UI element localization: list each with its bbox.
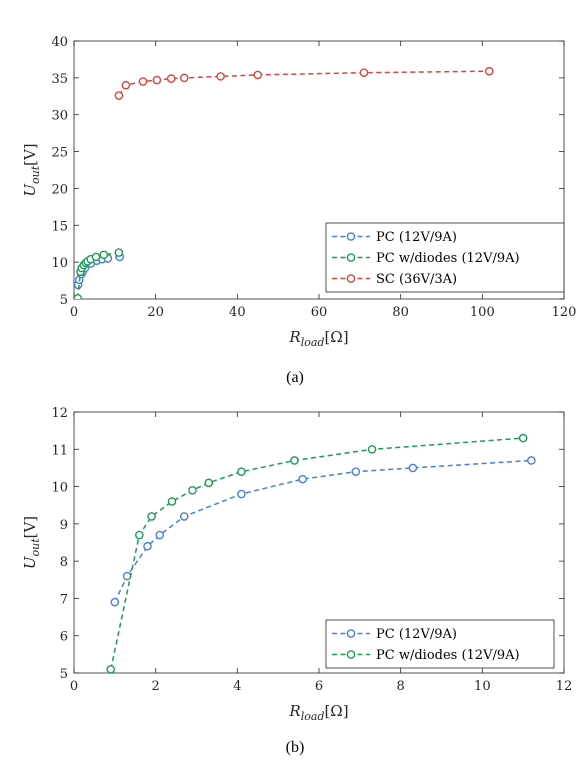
data-point <box>484 66 494 76</box>
legend-marker <box>346 274 356 283</box>
data-point <box>298 474 307 484</box>
data-point <box>216 72 225 81</box>
x-tick-label: 12 <box>556 679 573 694</box>
data-point <box>408 463 418 473</box>
data-point <box>91 252 101 262</box>
y-tick-label: 40 <box>51 35 68 50</box>
x-axis-label: Rload[Ω] <box>288 328 348 349</box>
y-tick-label: 35 <box>51 72 68 87</box>
series-line <box>118 70 490 96</box>
data-point <box>527 456 536 465</box>
legend: PC (12V/9A) PC w/diodes (12V/9A) SC (36V/3… <box>325 222 565 293</box>
legend-box <box>325 222 565 293</box>
y-axis-label: Uout[V] <box>21 516 42 569</box>
data-point <box>167 497 177 506</box>
data-point <box>106 664 116 673</box>
data-point <box>110 597 120 607</box>
data-point <box>114 91 124 100</box>
x-tick-label: 2 <box>152 679 160 694</box>
legend-marker <box>346 253 356 262</box>
legend-box <box>325 619 555 669</box>
legend-label: PC w/diodes (12V/9A) <box>376 251 520 266</box>
panel-caption: (b) <box>286 739 305 756</box>
y-tick-label: 6 <box>60 630 68 645</box>
data-point <box>114 248 124 257</box>
x-tick-label: 0 <box>70 679 78 694</box>
y-tick-label: 12 <box>51 406 68 421</box>
data-point <box>188 485 197 495</box>
data-point <box>74 293 82 299</box>
chart-panel-a: 0 20 40 60 80 100 120 5 10 15 20 25 30 35 40 Rload[Ω] Uo… <box>21 35 576 386</box>
x-tick-label: 6 <box>315 679 323 694</box>
y-tick-label: 15 <box>51 219 68 234</box>
data-point <box>135 530 144 540</box>
y-tick-label: 25 <box>51 146 68 161</box>
data-point <box>143 541 152 551</box>
data-point <box>166 74 176 83</box>
data-point <box>122 571 132 581</box>
data-point <box>253 70 263 80</box>
data-point <box>237 467 246 476</box>
x-tick-label: 0 <box>70 305 78 320</box>
series-0 <box>110 456 536 607</box>
data-point <box>121 80 131 90</box>
legend-label: PC w/diodes (12V/9A) <box>376 648 520 663</box>
y-tick-label: 10 <box>51 256 68 271</box>
data-point <box>179 512 189 521</box>
data-point <box>367 444 377 454</box>
data-point <box>359 68 369 77</box>
data-point <box>147 512 156 521</box>
panel-caption: (a) <box>286 369 304 386</box>
y-axis-label: Uout[V] <box>21 143 42 196</box>
y-tick-label: 11 <box>51 443 68 458</box>
x-tick-label: 100 <box>470 305 495 320</box>
data-point <box>152 75 162 85</box>
data-point <box>138 77 148 86</box>
data-point <box>290 456 299 465</box>
data-point <box>155 530 165 540</box>
legend-label: PC (12V/9A) <box>376 627 457 642</box>
data-point <box>179 73 189 83</box>
x-axis-label: Rload[Ω] <box>288 702 348 723</box>
x-tick-label: 4 <box>233 679 241 694</box>
series-line <box>110 437 524 670</box>
y-tick-label: 30 <box>51 109 68 124</box>
legend-marker <box>346 629 356 638</box>
x-tick-label: 8 <box>397 679 405 694</box>
data-point <box>518 433 528 443</box>
legend: PC (12V/9A) PC w/diodes (12V/9A) <box>325 619 555 669</box>
data-point <box>204 478 214 488</box>
series-line <box>114 459 532 603</box>
series-1 <box>106 433 528 673</box>
y-tick-label: 7 <box>60 592 68 607</box>
y-tick-label: 8 <box>60 555 68 570</box>
x-tick-label: 120 <box>552 305 576 320</box>
y-tick-label: 10 <box>51 481 68 496</box>
x-tick-label: 60 <box>311 305 328 320</box>
x-tick-label: 80 <box>392 305 409 320</box>
legend-label: PC (12V/9A) <box>376 230 457 245</box>
y-tick-label: 5 <box>60 667 68 682</box>
data-point <box>351 467 361 476</box>
legend-marker <box>346 650 356 659</box>
x-tick-label: 40 <box>229 305 246 320</box>
legend-label: SC (36V/3A) <box>376 272 457 287</box>
data-point <box>237 489 246 499</box>
y-tick-label: 5 <box>60 293 68 308</box>
x-tick-label: 20 <box>147 305 164 320</box>
x-tick-label: 10 <box>474 679 491 694</box>
series-2 <box>114 66 494 100</box>
series-1 <box>74 248 124 299</box>
data-point <box>99 250 109 260</box>
y-tick-label: 9 <box>60 518 68 533</box>
y-tick-label: 20 <box>51 182 68 197</box>
chart-panel-b: 0 2 4 6 8 10 12 5 6 7 8 9 10 11 12 Rload[Ω] Uout[V] PC (1… <box>21 406 572 756</box>
legend-marker <box>346 232 356 241</box>
